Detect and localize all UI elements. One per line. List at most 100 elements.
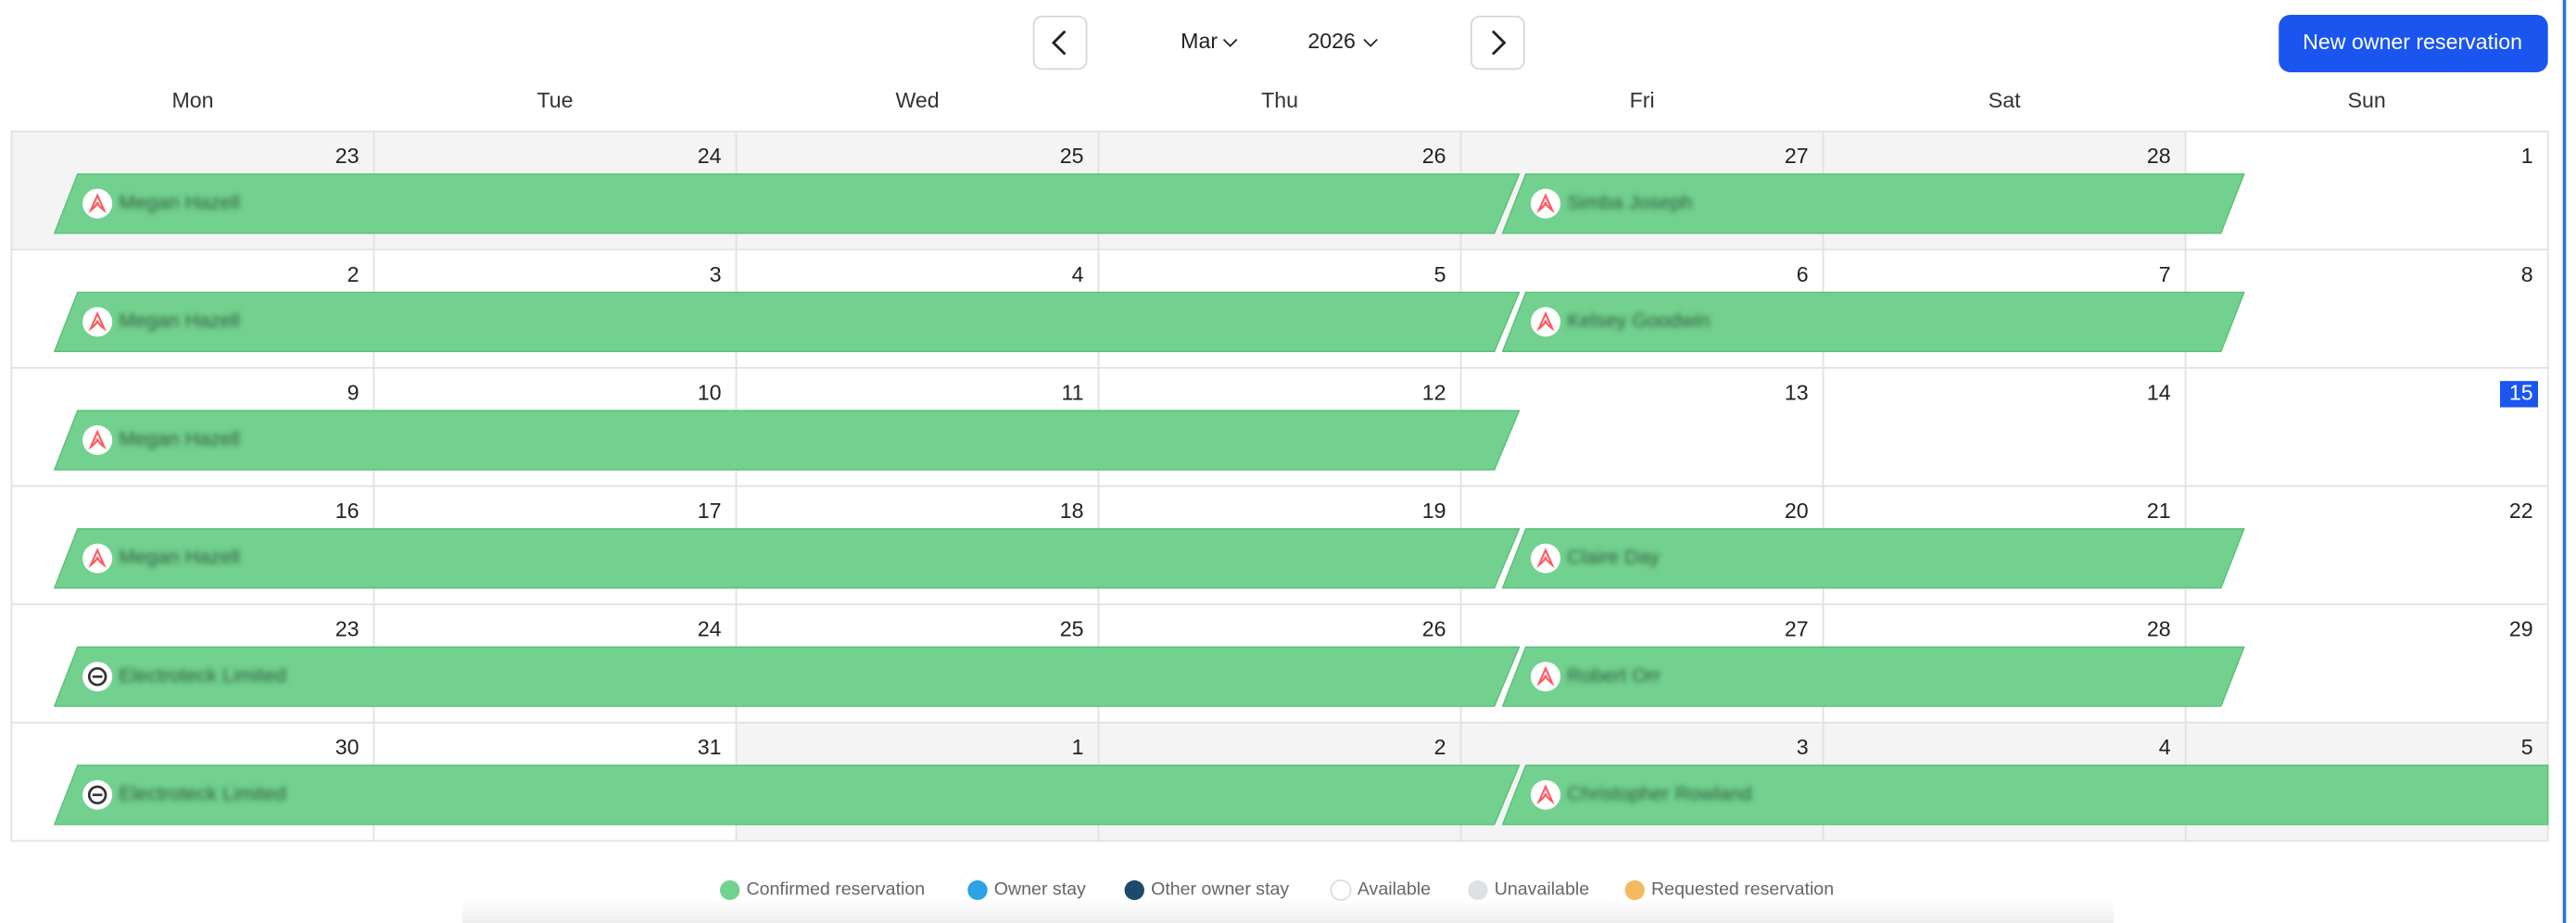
airbnb-logo [88,193,107,214]
guest-name: Megan Hazell [119,546,240,568]
day-number: 17 [698,499,722,523]
day-number: 5 [2521,735,2533,759]
other-logo [87,785,107,804]
prev-button[interactable] [1032,15,1088,70]
today-highlight [2500,381,2539,408]
reservation[interactable]: Megan Hazell [53,173,1521,234]
legend-swatch [1124,879,1144,901]
day-number: 25 [1060,144,1084,168]
guest-name: Megan Hazell [119,428,240,450]
reservation-bar [1501,765,2549,826]
guest-name: Christopher Rowland [1567,782,1752,804]
reservation-bar [53,765,1521,826]
day-cell [1459,367,1825,487]
legend-label: Requested reservation [1651,879,1834,900]
reservation[interactable]: Kelsey Goodwin [1501,291,2245,352]
day-number: 28 [2147,144,2171,168]
airbnb-logo [1536,193,1555,214]
day-cell [2184,485,2549,606]
day-cell [2184,603,2549,724]
reservation[interactable]: Claire Day [1501,527,2245,589]
reservation[interactable]: Electroteck Limited [53,646,1521,707]
day-cell [2184,367,2549,487]
day-number: 3 [1797,735,1809,759]
weekday: Wed [895,88,939,112]
day-number: 31 [698,735,722,759]
day-number: 27 [1785,144,1809,168]
day-number: 28 [2147,617,2171,641]
day-cell [2184,130,2549,251]
year-select[interactable]: 2026 [1307,29,1378,53]
guest-name: Robert Orr [1567,664,1661,687]
day-number: 27 [1785,617,1809,641]
reservation[interactable]: Simba Joseph [1501,173,2245,234]
reservation[interactable]: Megan Hazell [53,291,1521,352]
reservation[interactable]: Megan Hazell [53,527,1521,589]
day-number: 30 [335,735,360,759]
reservation[interactable]: Christopher Rowland [1501,765,2549,826]
day-cell [1822,367,2187,487]
day-number: 1 [2521,144,2533,168]
reservation[interactable]: Electroteck Limited [53,765,1521,826]
guest-name: Megan Hazell [119,191,240,213]
airbnb-logo [88,429,107,450]
legend-label: Available [1357,879,1431,900]
day-number: 10 [698,380,722,404]
reservation-bar [53,646,1521,707]
reservation-bar [1501,646,2245,707]
reservation-bar [1501,527,2245,589]
day-number: 3 [710,262,722,286]
guest-name: Electroteck Limited [119,782,286,804]
next-button[interactable] [1470,15,1525,70]
legend-swatch [1468,879,1488,901]
legend-label: Unavailable [1495,879,1589,900]
guest-name: Kelsey Goodwin [1567,310,1710,332]
legend-item: Confirmed reservation [719,879,925,901]
day-number: 4 [2159,735,2171,759]
airbnb-logo [1536,548,1555,568]
day-number: 7 [2159,262,2171,286]
airbnb-logo [1536,310,1555,332]
new-reservation-button[interactable]: New owner reservation [2279,14,2548,72]
day-number: 15 [2509,380,2533,404]
weekday: Sat [1989,88,2021,112]
reservation-bar [1501,291,2245,352]
reservation-bar [53,173,1521,234]
day-number: 26 [1422,617,1446,641]
airbnb-logo [1536,665,1555,687]
day-cell [2184,248,2549,369]
month-select[interactable]: Mar [1181,29,1238,53]
legend-item: Owner stay [967,879,1086,901]
day-number: 1 [1072,735,1084,759]
airbnb-logo [88,310,107,332]
day-number: 2 [347,262,360,286]
day-number: 9 [347,380,360,404]
reservation-bar [53,527,1521,589]
weekday: Thu [1261,88,1298,112]
other-logo [87,666,107,687]
day-number: 21 [2147,499,2171,523]
legend-label: Owner stay [994,879,1086,900]
day-number: 11 [1061,380,1083,404]
reservation[interactable]: Megan Hazell [53,410,1521,471]
day-number: 2 [1434,735,1446,759]
weekday: Tue [537,88,574,112]
airbnb-logo [1536,784,1555,805]
guest-name: Electroteck Limited [119,664,286,687]
reservation-bar [53,410,1521,471]
month: Mar [1181,29,1218,53]
day-number: 18 [1060,499,1084,523]
reservation[interactable]: Robert Orr [1501,646,2245,707]
legend-swatch [967,879,988,901]
legend-item: Other owner stay [1124,879,1289,901]
day-number: 16 [335,499,360,523]
day-number: 26 [1422,144,1446,168]
legend-label: Confirmed reservation [746,879,925,900]
day-number: 14 [2147,380,2171,404]
weekday: Fri [1630,88,1655,112]
legend-swatch [1330,879,1352,902]
day-number: 24 [698,144,722,168]
day-number: 5 [1434,262,1446,286]
